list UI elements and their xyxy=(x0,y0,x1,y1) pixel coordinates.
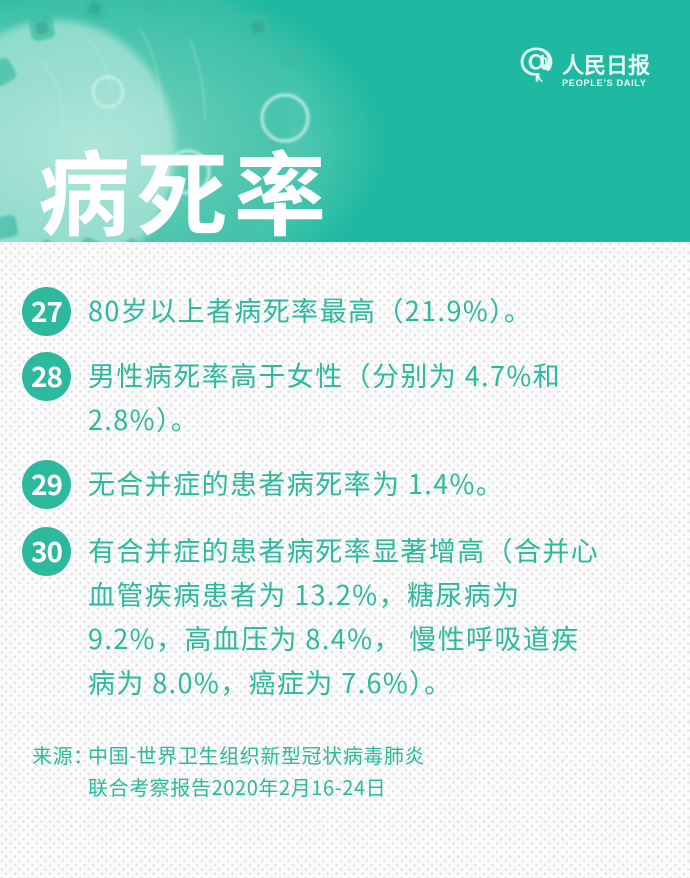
svg-text:人民日报: 人民日报 xyxy=(562,53,650,78)
svg-text:PEOPLE’S DAILY: PEOPLE’S DAILY xyxy=(562,78,647,88)
